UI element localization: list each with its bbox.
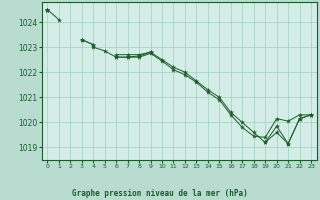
Text: Graphe pression niveau de la mer (hPa): Graphe pression niveau de la mer (hPa)	[72, 189, 248, 198]
